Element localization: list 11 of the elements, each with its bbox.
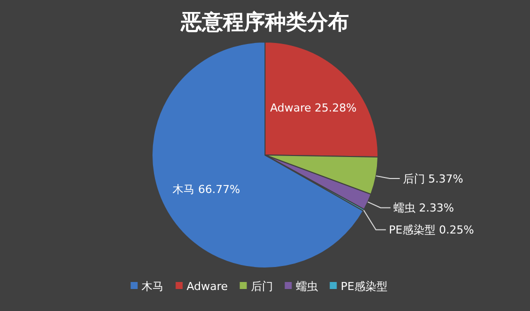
legend-label: 蠕虫 <box>296 280 318 293</box>
category-label: Adware 25.28% <box>270 101 357 114</box>
chart-title: 恶意程序种类分布 <box>180 10 349 34</box>
legend-label: PE感染型 <box>340 280 388 293</box>
legend-label: Adware <box>186 280 228 293</box>
category-label: 木马 66.77% <box>172 183 240 196</box>
category-label: 蠕虫 2.33% <box>394 202 454 215</box>
category-label: PE感染型 0.25% <box>388 224 474 237</box>
category-label: 后门 5.37% <box>402 172 464 186</box>
legend-label: 后门 <box>250 280 273 293</box>
legend-label: 木马 <box>142 280 164 293</box>
